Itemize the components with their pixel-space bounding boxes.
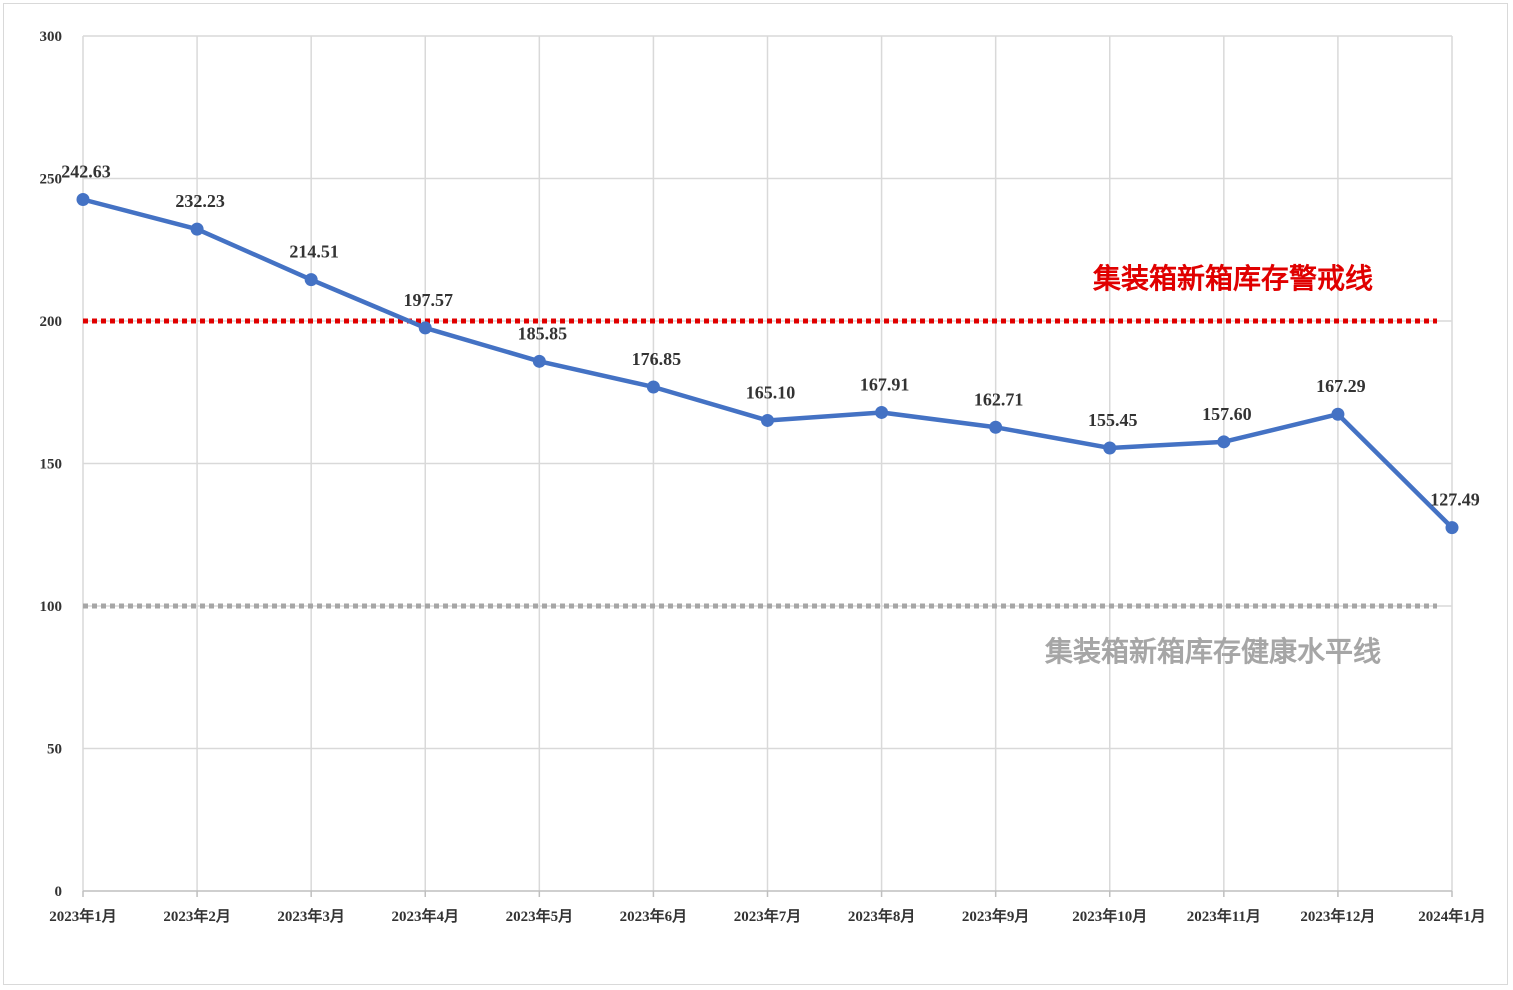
data-label: 232.23 <box>175 191 225 211</box>
x-tick-label: 2023年5月 <box>506 907 574 925</box>
data-label: 127.49 <box>1430 490 1480 510</box>
reference-line-label: 集装箱新箱库存健康水平线 <box>1044 635 1381 668</box>
y-tick-label: 200 <box>40 314 63 330</box>
x-tick-label: 2023年8月 <box>848 907 916 925</box>
data-label: 167.91 <box>860 374 910 394</box>
y-tick-label: 150 <box>40 457 63 473</box>
data-label: 162.71 <box>974 389 1024 409</box>
x-tick-label: 2023年7月 <box>734 907 802 925</box>
data-point <box>1445 521 1459 535</box>
data-label: 185.85 <box>518 323 568 343</box>
data-point <box>875 405 889 419</box>
x-tick-label: 2023年4月 <box>391 907 459 925</box>
x-tick-label: 2023年9月 <box>962 907 1030 925</box>
x-tick-label: 2023年11月 <box>1187 907 1261 925</box>
x-tick-label: 2023年3月 <box>277 907 345 925</box>
data-label: 197.57 <box>404 290 454 310</box>
data-labels: 242.63 232.23 214.51 197.57 185.85 176.85 165.… <box>61 162 1480 510</box>
y-tick-label: 50 <box>47 742 62 758</box>
data-label: 167.29 <box>1316 376 1366 396</box>
y-tick-label: 0 <box>55 884 63 900</box>
x-tick-label: 2023年1月 <box>49 907 117 925</box>
x-tick-label: 2023年12月 <box>1300 907 1375 925</box>
data-point <box>989 420 1003 434</box>
chart-frame <box>3 3 1508 985</box>
data-label: 155.45 <box>1088 410 1138 430</box>
data-point <box>532 354 546 368</box>
data-label: 214.51 <box>289 242 339 262</box>
data-point <box>1103 441 1117 455</box>
data-label: 157.60 <box>1202 404 1252 424</box>
y-tick-label: 250 <box>40 172 63 188</box>
data-point <box>190 222 204 236</box>
x-tick-label: 2023年6月 <box>620 907 688 925</box>
data-label: 176.85 <box>632 349 682 369</box>
y-tick-label: 100 <box>40 599 63 615</box>
series-layer <box>76 193 1459 535</box>
data-point <box>1331 407 1345 421</box>
data-label: 242.63 <box>61 162 111 182</box>
x-tick-label: 2023年2月 <box>163 907 231 925</box>
data-point <box>418 321 432 335</box>
x-tick-label: 2024年1月 <box>1418 907 1486 925</box>
axes: 0 50 100 150 200 250 300 2023年1月 2023年2月 2023年3月 2… <box>40 29 1486 925</box>
x-tick-label: 2023年10月 <box>1072 907 1147 925</box>
data-point <box>304 273 318 287</box>
data-point <box>761 413 774 427</box>
data-point <box>1217 435 1231 449</box>
data-point <box>76 193 90 207</box>
reference-line-label: 集装箱新箱库存警戒线 <box>1092 262 1373 295</box>
data-label: 165.10 <box>746 382 796 402</box>
y-tick-label: 300 <box>40 29 63 45</box>
grid <box>82 35 1453 891</box>
data-point <box>646 380 660 394</box>
